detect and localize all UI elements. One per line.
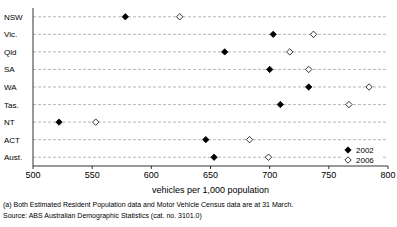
grid-line	[33, 87, 388, 88]
point	[211, 154, 217, 160]
x-tick	[151, 166, 152, 169]
point	[177, 14, 183, 20]
x-tick-label: 550	[85, 170, 100, 180]
legend-label: 2006	[356, 156, 374, 165]
legend-bg	[343, 145, 383, 155]
footnote: (a) Both Estimated Resident Population d…	[3, 201, 293, 209]
point	[366, 84, 372, 90]
point	[346, 101, 352, 107]
x-tick-label: 600	[144, 170, 159, 180]
x-tick	[269, 166, 270, 169]
grid-line	[33, 69, 388, 70]
point	[266, 66, 272, 72]
category-label: Qld	[4, 48, 16, 57]
point	[246, 136, 252, 142]
x-axis-title: vehicles per 1,000 population	[152, 185, 269, 195]
grid-line	[33, 16, 388, 17]
footnote: Source: ABS Australian Demographic Stati…	[3, 212, 202, 220]
category-label: NSW	[4, 13, 23, 22]
category-label: ACT	[4, 136, 20, 145]
y-axis	[33, 8, 34, 166]
legend-label: 2002	[356, 146, 374, 155]
category-label: SA	[4, 65, 15, 74]
point	[306, 66, 312, 72]
grid-line	[33, 104, 388, 105]
point	[310, 31, 316, 37]
legend-marker	[345, 147, 351, 153]
x-tick	[210, 166, 211, 169]
point	[270, 31, 276, 37]
marks	[56, 14, 372, 161]
x-tick-label: 750	[321, 170, 336, 180]
chart: 500 550 600 650 700 750 800 NSW Vic. Qld SA WA Tas. N…	[0, 0, 397, 227]
x-tick	[92, 166, 93, 169]
x-tick	[328, 166, 329, 169]
point	[93, 119, 99, 125]
grid-line	[33, 122, 388, 123]
point	[277, 101, 283, 107]
point	[122, 14, 128, 20]
category-label: NT	[4, 118, 15, 127]
category-label: WA	[4, 83, 17, 92]
category-label: Vic.	[4, 30, 17, 39]
x-tick	[33, 166, 34, 169]
point	[287, 49, 293, 55]
legend-bg	[343, 155, 383, 165]
grid-line	[33, 51, 388, 52]
category-label: Tas.	[4, 101, 19, 110]
point	[56, 119, 62, 125]
point	[222, 49, 228, 55]
legend-marker	[345, 157, 351, 163]
x-tick	[388, 166, 389, 169]
point	[203, 136, 209, 142]
grid-line	[33, 139, 388, 140]
x-tick-label: 800	[380, 170, 395, 180]
point	[265, 154, 271, 160]
x-tick-label: 650	[203, 170, 218, 180]
grid-line	[33, 34, 388, 35]
category-label: Aust.	[4, 153, 22, 162]
x-tick-label: 500	[25, 170, 40, 180]
point	[306, 84, 312, 90]
x-tick-label: 700	[262, 170, 277, 180]
